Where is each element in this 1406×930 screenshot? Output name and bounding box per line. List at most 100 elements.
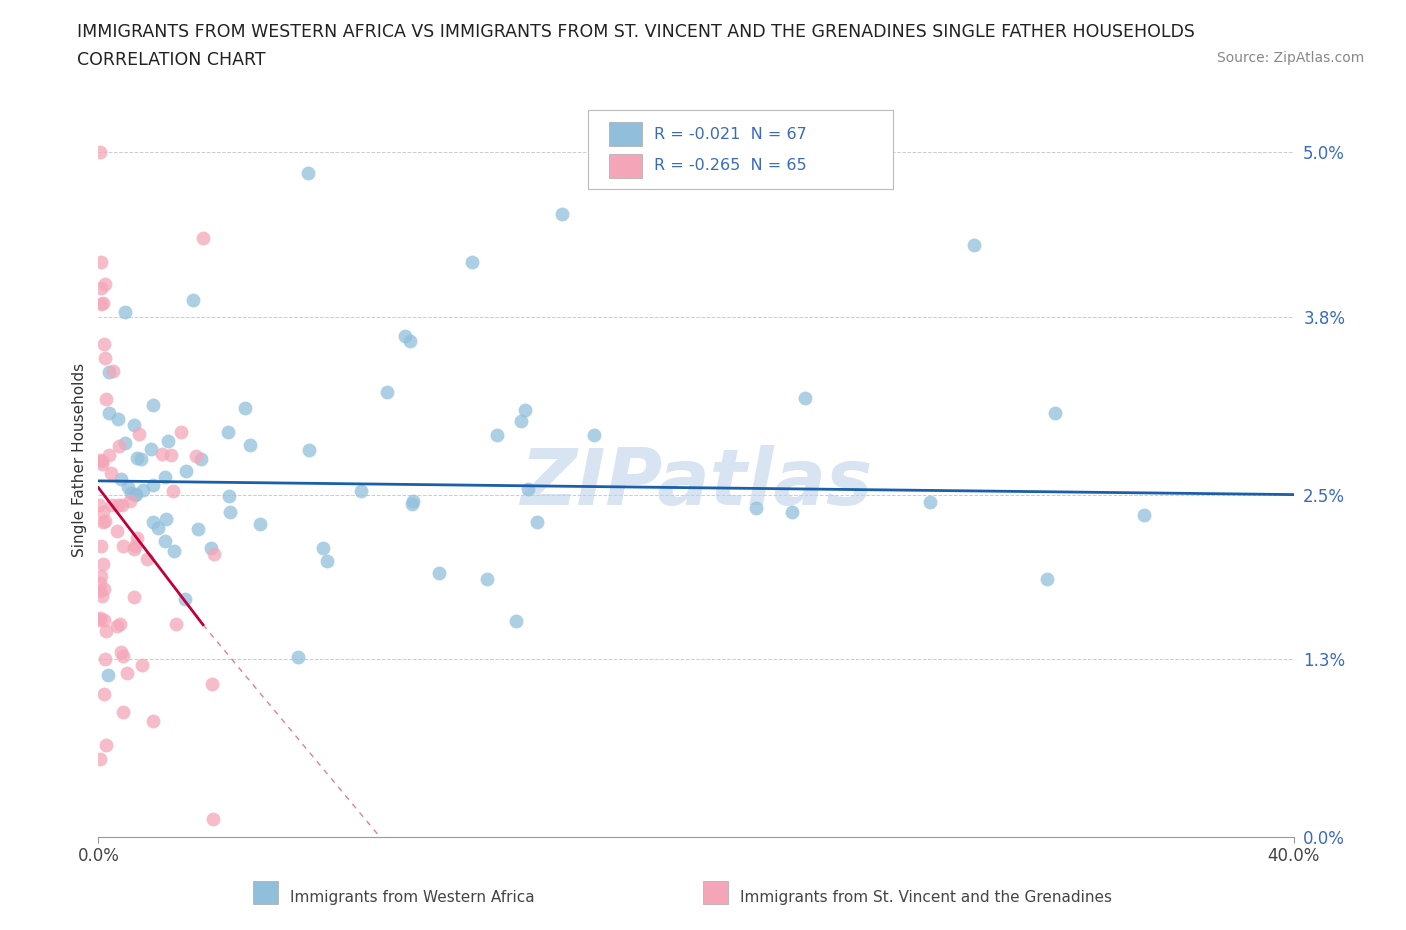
Point [505, 614, 527, 629]
Point [200, 540, 222, 555]
Point [90, 538, 112, 553]
Point [794, 391, 817, 405]
Point [155, 534, 177, 549]
Point [89, 453, 111, 468]
Point [218, 489, 240, 504]
Point [125, 450, 148, 465]
Point [114, 304, 136, 319]
Point [427, 565, 450, 580]
Point [90, 254, 112, 269]
Point [918, 494, 941, 509]
Point [97, 668, 120, 683]
Point [141, 441, 163, 456]
Point [159, 447, 181, 462]
Bar [609, 122, 643, 146]
Point [132, 483, 155, 498]
Point [191, 231, 214, 246]
Point [93, 686, 115, 701]
Point [217, 425, 239, 440]
Text: IMMIGRANTS FROM WESTERN AFRICA VS IMMIGRANTS FROM ST. VINCENT AND THE GRENADINES: IMMIGRANTS FROM WESTERN AFRICA VS IMMIGR… [77, 23, 1195, 41]
Text: R = -0.021  N = 67: R = -0.021 N = 67 [654, 126, 807, 141]
Point [125, 486, 148, 501]
Text: ZIPatlas: ZIPatlas [520, 445, 872, 521]
Point [97, 365, 120, 379]
Point [112, 705, 135, 720]
Text: CORRELATION CHART: CORRELATION CHART [77, 51, 266, 69]
Point [107, 411, 129, 426]
Point [89, 751, 111, 766]
Point [115, 666, 138, 681]
Y-axis label: Single Father Households: Single Father Households [72, 364, 87, 557]
Point [398, 334, 420, 349]
Point [90, 297, 112, 312]
Point [510, 413, 533, 428]
Point [287, 649, 309, 664]
Point [112, 538, 135, 553]
Point [461, 254, 484, 269]
Point [111, 648, 134, 663]
Point [297, 166, 319, 180]
Point [94, 277, 117, 292]
Point [89, 612, 111, 627]
Point [93, 581, 115, 596]
Point [108, 617, 131, 631]
Point [170, 425, 193, 440]
Point [201, 676, 224, 691]
FancyBboxPatch shape [589, 110, 893, 189]
Point [375, 384, 398, 399]
Point [94, 392, 117, 406]
Point [91, 453, 114, 468]
Point [190, 452, 212, 467]
Point [93, 613, 115, 628]
Point [526, 514, 548, 529]
Point [122, 418, 145, 432]
Point [150, 446, 173, 461]
Point [94, 624, 117, 639]
Point [124, 538, 146, 553]
Point [402, 494, 425, 509]
Point [105, 524, 128, 538]
Point [401, 497, 423, 512]
Point [105, 618, 128, 633]
Point [89, 611, 111, 626]
Point [239, 438, 262, 453]
Point [173, 591, 195, 606]
Point [122, 542, 145, 557]
Point [94, 652, 117, 667]
Point [745, 501, 768, 516]
Point [142, 477, 165, 492]
Point [114, 436, 136, 451]
Point [121, 485, 143, 500]
Point [218, 504, 240, 519]
Text: R = -0.265  N = 65: R = -0.265 N = 65 [654, 158, 807, 173]
Point [131, 658, 153, 672]
Point [186, 448, 208, 463]
Bar [609, 153, 643, 178]
Point [101, 498, 124, 512]
Point [517, 482, 540, 497]
Point [515, 403, 537, 418]
Point [89, 584, 111, 599]
Point [107, 498, 129, 512]
Point [89, 145, 111, 160]
Point [100, 466, 122, 481]
Point [582, 428, 605, 443]
Point [90, 569, 112, 584]
Point [155, 512, 177, 526]
Point [93, 337, 115, 352]
Point [90, 457, 112, 472]
Point [136, 551, 159, 566]
Point [233, 401, 256, 416]
Point [142, 514, 165, 529]
Point [202, 547, 225, 562]
Point [117, 479, 139, 494]
Point [91, 505, 114, 520]
Point [162, 484, 184, 498]
Point [91, 556, 114, 571]
Point [174, 463, 197, 478]
Point [129, 451, 152, 466]
Point [90, 281, 112, 296]
Point [202, 812, 225, 827]
Point [963, 237, 986, 252]
Point [163, 544, 186, 559]
